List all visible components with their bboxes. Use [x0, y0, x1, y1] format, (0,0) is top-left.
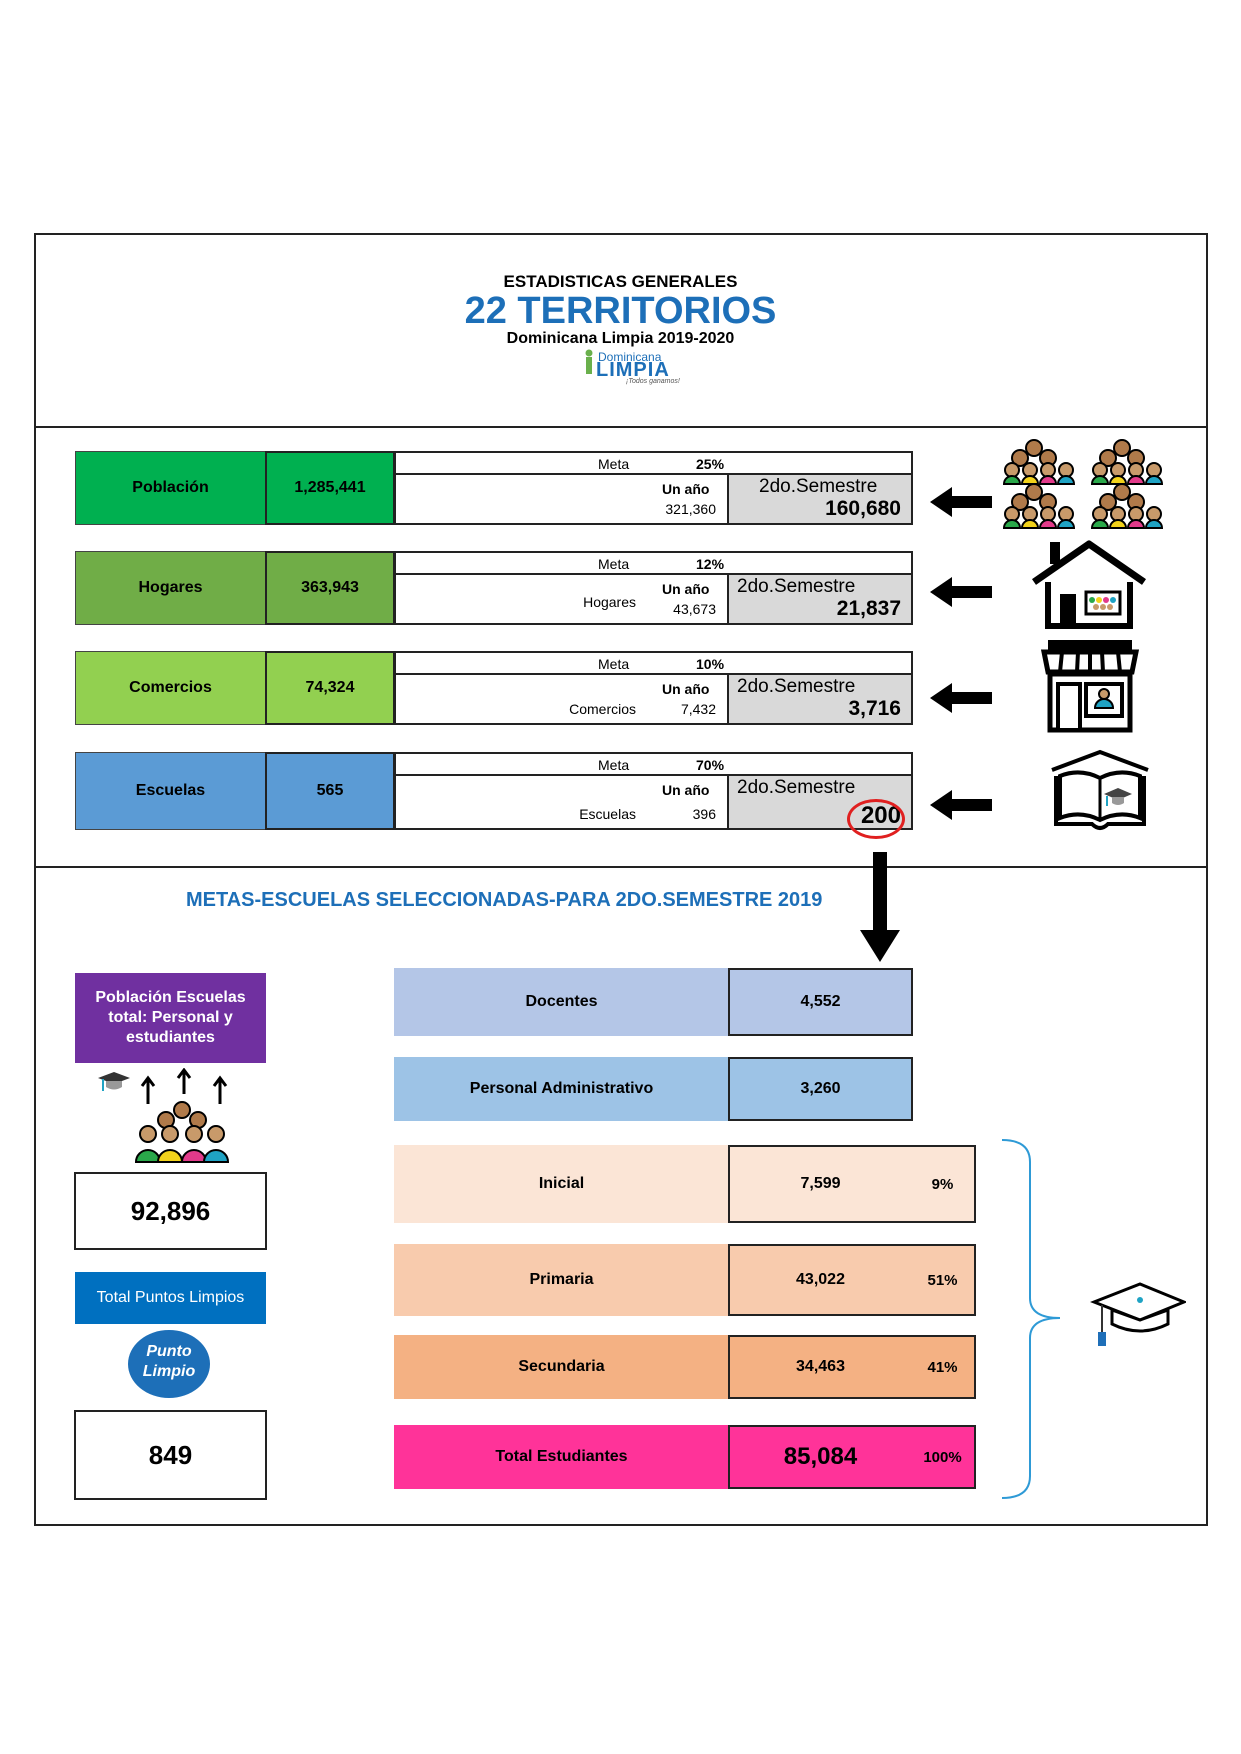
table-row-label: Total Estudiantes	[394, 1425, 729, 1489]
meta-box: Meta 10% Un año Comercios 7,432 2do.Semestre 3…	[394, 651, 913, 725]
puntos-limpios-value: 849	[74, 1410, 267, 1500]
section-title: METAS-ESCUELAS SELECCIONADAS-PARA 2DO.SE…	[186, 889, 823, 911]
row-label: Comercios	[75, 651, 266, 725]
table-row-value: 34,463	[728, 1335, 913, 1399]
puntos-limpios-label: Total Puntos Limpios	[75, 1272, 266, 1324]
meta-label: Meta	[598, 656, 630, 672]
un-anio-value: 396	[692, 806, 716, 822]
meta-header: Meta 10%	[396, 653, 911, 675]
table-row-percent: 41%	[911, 1335, 976, 1399]
meta-percent: 12%	[696, 556, 725, 572]
semestre-value: 21,837	[836, 597, 901, 620]
table-row-label: Inicial	[394, 1145, 729, 1223]
logo-text-top: Dominicana	[598, 350, 662, 364]
bracket-icon	[1000, 1138, 1064, 1505]
table-row-percent: 51%	[911, 1244, 976, 1316]
outer-frame	[34, 233, 1208, 1526]
semestre-label: 2do.Semestre	[737, 777, 856, 798]
semestre-box: 2do.Semestre 160,680	[727, 475, 911, 523]
meta-header: Meta 12%	[396, 553, 911, 575]
table-row-label: Personal Administrativo	[394, 1057, 729, 1121]
semestre-value: 160,680	[825, 497, 901, 520]
store-icon	[1040, 638, 1140, 734]
meta-box: Meta 70% Un año Escuelas 396 2do.Semestre 200	[394, 752, 913, 830]
table-row-value: 85,084	[728, 1425, 913, 1489]
un-anio-sublabel: Comercios	[569, 701, 636, 717]
semestre-label: 2do.Semestre	[737, 676, 856, 697]
table-row-label: Primaria	[394, 1244, 729, 1316]
punto-limpio-logo-line2: Limpio	[142, 1363, 196, 1380]
table-row-percent: 9%	[911, 1145, 976, 1223]
un-anio-label: Un año	[662, 581, 710, 597]
table-row-value: 3,260	[728, 1057, 913, 1121]
divider-top	[34, 426, 1208, 428]
semestre-value: 3,716	[848, 697, 901, 720]
semestre-label: 2do.Semestre	[759, 476, 878, 497]
meta-header: Meta 70%	[396, 754, 911, 776]
logo-text-main: LIMPIA	[596, 359, 670, 381]
highlight-circle	[847, 799, 905, 839]
logo-figure-icon	[585, 349, 593, 374]
meta-percent: 10%	[696, 656, 725, 672]
logo-tagline: ¡Todos ganamos!	[626, 378, 680, 385]
meta-box: Meta 25% Un año 321,360 2do.Semestre 160,680	[394, 451, 913, 525]
meta-box: Meta 12% Un año Hogares 43,673 2do.Semestre 21…	[394, 551, 913, 625]
meta-label: Meta	[598, 556, 630, 572]
un-anio-label: Un año	[662, 782, 710, 798]
row-label: Población	[75, 451, 266, 525]
row-value: 74,324	[265, 651, 395, 725]
un-anio-value: 321,360	[665, 501, 716, 517]
arrow-left-icon	[930, 577, 992, 612]
poblacion-escuelas-value: 92,896	[74, 1172, 267, 1250]
students-graduation-icon	[96, 1067, 246, 1168]
un-anio-label: Un año	[662, 681, 710, 697]
table-row-label: Secundaria	[394, 1335, 729, 1399]
graduation-cap-icon	[1089, 1280, 1188, 1350]
semestre-box: 2do.Semestre 21,837	[727, 575, 911, 623]
dominicana-limpia-logo: Dominicana LIMPIA ¡Todos ganamos!	[580, 348, 680, 388]
semestre-box: 2do.Semestre 3,716	[727, 675, 911, 723]
punto-limpio-logo-line1: Punto	[146, 1343, 192, 1360]
meta-label: Meta	[598, 757, 630, 773]
table-row-percent: 100%	[911, 1425, 976, 1489]
row-value: 1,285,441	[265, 451, 395, 525]
meta-percent: 70%	[696, 757, 725, 773]
poblacion-escuelas-label: Población Escuelas total: Personal y est…	[75, 973, 266, 1063]
un-anio-sublabel: Escuelas	[579, 806, 636, 822]
school-book-icon	[1048, 748, 1152, 832]
house-icon	[1030, 538, 1148, 630]
table-row-label: Docentes	[394, 968, 729, 1036]
row-value: 565	[265, 752, 395, 830]
meta-label: Meta	[598, 456, 630, 472]
row-label: Escuelas	[75, 752, 266, 830]
un-anio-label: Un año	[662, 481, 710, 497]
punto-limpio-logo: Punto Limpio	[128, 1330, 210, 1398]
un-anio-value: 7,432	[680, 701, 716, 717]
table-row-value: 4,552	[728, 968, 913, 1036]
semestre-label: 2do.Semestre	[737, 576, 856, 597]
divider-middle	[34, 866, 1208, 868]
arrow-down-icon	[860, 852, 900, 967]
population-crowd-icon	[1002, 438, 1178, 530]
table-row-value: 43,022	[728, 1244, 913, 1316]
un-anio-value: 43,673	[673, 601, 716, 617]
arrow-left-icon	[930, 487, 992, 522]
page-title: 22 TERRITORIOS	[464, 290, 777, 332]
row-value: 363,943	[265, 551, 395, 625]
arrow-left-icon	[930, 683, 992, 718]
subtitle: Dominicana Limpia 2019-2020	[506, 330, 735, 347]
row-label: Hogares	[75, 551, 266, 625]
meta-percent: 25%	[696, 456, 725, 472]
pretitle: ESTADISTICAS GENERALES	[503, 272, 738, 291]
un-anio-sublabel: Hogares	[583, 594, 636, 610]
arrow-left-icon	[930, 790, 992, 825]
meta-header: Meta 25%	[396, 453, 911, 475]
table-row-value: 7,599	[728, 1145, 913, 1223]
